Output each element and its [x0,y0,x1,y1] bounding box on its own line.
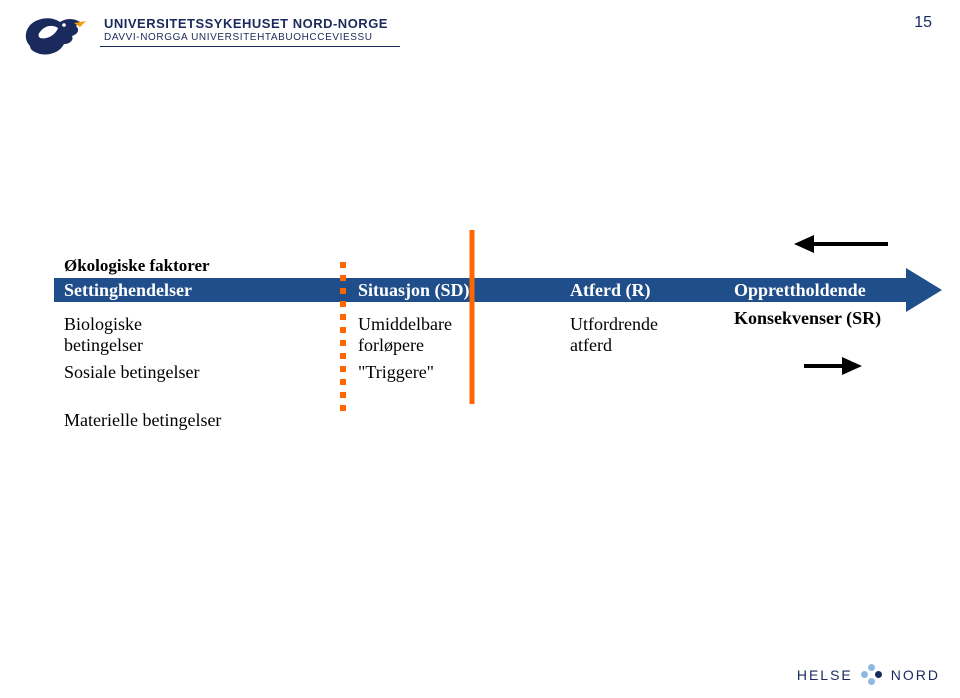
col1-item-2: Materielle betingelser [64,410,224,431]
band-label-situasjon: Situasjon (SD) [358,280,488,301]
col3-item-0: Utfordrende atferd [570,314,680,355]
band-label-atferd: Atferd (R) [570,280,700,301]
footer-dots-icon [861,664,883,686]
band-label-opprettholdende: Opprettholdende [734,280,904,301]
footer-right-word: NORD [891,667,940,683]
col1-item-0: Biologiske betingelser [64,314,224,355]
top-label-okologiske: Økologiske faktorer [64,256,274,276]
col1-item-1: Sosiale betingelser [64,362,224,383]
band-label-setting: Settinghendelser [64,280,244,301]
col2-item-1: "Triggere" [358,362,468,383]
footer-left-word: HELSE [797,667,853,683]
col2-item-0: Umiddelbare forløpere [358,314,468,355]
col4-item-0: Konsekvenser (SR) [734,308,904,329]
footer-logo: HELSE NORD [797,664,940,686]
